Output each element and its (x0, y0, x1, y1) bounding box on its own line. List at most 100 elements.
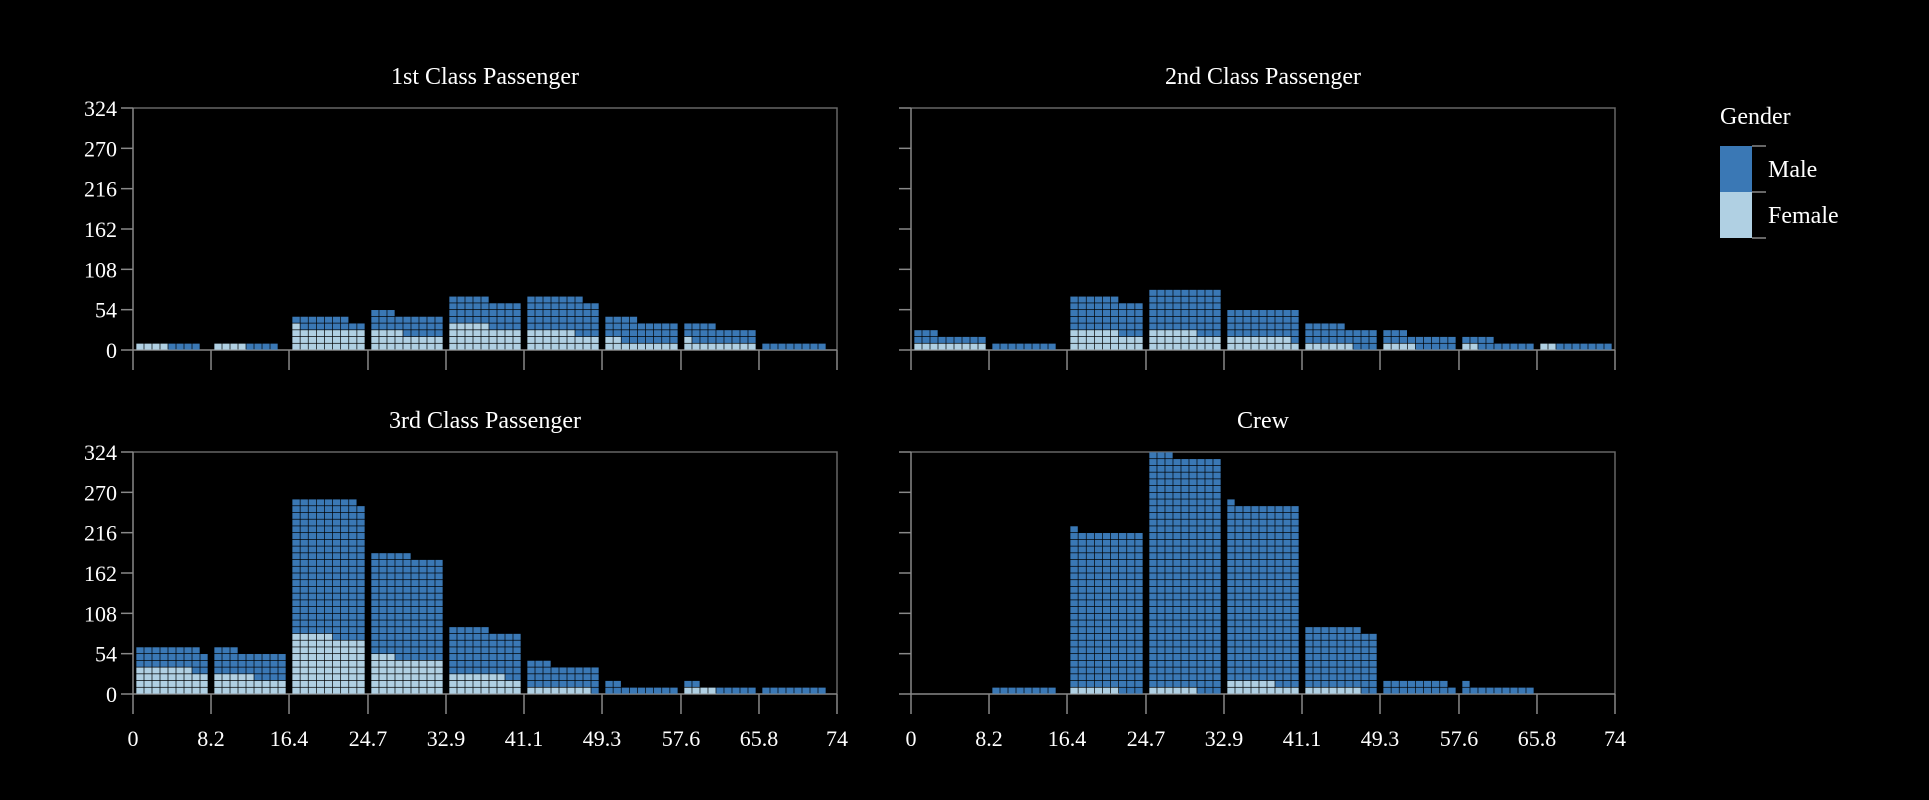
waffle-cell-male (489, 303, 497, 310)
waffle-cell-male (1119, 633, 1127, 640)
waffle-cell-male (954, 336, 962, 343)
waffle-cell-male (1173, 533, 1181, 540)
waffle-cell-male (1369, 667, 1377, 674)
waffle-cell-male (1267, 506, 1275, 513)
waffle-cell-male (457, 303, 465, 310)
waffle-cell-female (308, 667, 316, 674)
waffle-cell-male (1205, 526, 1213, 533)
waffle-cell-male (497, 654, 505, 661)
waffle-cell-male (1110, 600, 1119, 607)
waffle-cell-male (1102, 647, 1111, 654)
waffle-cell-male (449, 296, 457, 303)
waffle-cell-male (1157, 465, 1165, 472)
waffle-cell-male (670, 687, 678, 694)
waffle-cell-male (575, 667, 583, 674)
waffle-cell-male (1353, 660, 1361, 667)
waffle-cell-female (692, 343, 700, 350)
waffle-cell-male (575, 310, 583, 317)
waffle-cell-male (1127, 674, 1135, 681)
waffle-cell-male (1275, 316, 1283, 323)
x-tick-label: 41.1 (505, 726, 544, 751)
waffle-cell-male (316, 559, 325, 566)
waffle-cell-male (1337, 336, 1345, 343)
waffle-cell-male (1149, 667, 1157, 674)
waffle-cell-male (567, 296, 575, 303)
waffle-cell-male (613, 316, 621, 323)
waffle-cell-male (1102, 674, 1111, 681)
waffle-cell-female (200, 687, 208, 694)
waffle-cell-male (230, 647, 238, 654)
waffle-cell-female (930, 343, 938, 350)
waffle-bar (1462, 680, 1534, 694)
waffle-cell-female (332, 647, 341, 654)
legend-label-male: Male (1768, 157, 1817, 183)
waffle-bar (992, 687, 1056, 694)
waffle-cell-male (357, 539, 365, 546)
waffle-cell-male (357, 613, 365, 620)
waffle-cell-female (1094, 336, 1103, 343)
waffle-cell-male (144, 647, 152, 654)
waffle-cell-female (246, 674, 254, 681)
waffle-cell-male (1275, 533, 1283, 540)
waffle-cell-female (238, 680, 246, 687)
waffle-cell-female (1337, 687, 1345, 694)
waffle-cell-male (449, 303, 457, 310)
waffle-cell-male (1243, 519, 1251, 526)
waffle-cell-male (914, 336, 922, 343)
waffle-cell-male (371, 647, 379, 654)
waffle-cell-male (1048, 343, 1056, 350)
waffle-cell-male (1157, 553, 1165, 560)
waffle-cell-female (1283, 336, 1291, 343)
waffle-cell-male (1235, 310, 1243, 317)
waffle-cell-male (505, 667, 513, 674)
waffle-cell-male (1337, 323, 1345, 330)
waffle-cell-male (1119, 310, 1127, 317)
waffle-cell-male (1135, 546, 1143, 553)
waffle-cell-female (535, 330, 543, 337)
waffle-cell-male (1149, 316, 1157, 323)
waffle-cell-female (176, 680, 184, 687)
waffle-cell-male (1243, 633, 1251, 640)
waffle-cell-female (1329, 687, 1337, 694)
waffle-cell-female (551, 336, 559, 343)
waffle-cell-male (489, 667, 497, 674)
waffle-cell-male (637, 336, 646, 343)
waffle-cell-male (332, 512, 341, 519)
waffle-cell-male (1243, 667, 1251, 674)
waffle-cell-male (308, 600, 316, 607)
waffle-cell-female (176, 674, 184, 681)
y-tick-label: 216 (84, 177, 117, 202)
waffle-cell-male (1251, 526, 1259, 533)
waffle-cell-male (613, 330, 621, 337)
waffle-cell-male (411, 566, 419, 573)
x-tick-label: 16.4 (1048, 726, 1087, 751)
waffle-cell-male (1157, 627, 1165, 634)
waffle-bar (1305, 323, 1377, 350)
waffle-cell-male (1173, 459, 1181, 466)
waffle-cell-male (427, 647, 435, 654)
waffle-cell-male (1235, 526, 1243, 533)
y-tick-label: 324 (84, 96, 117, 121)
waffle-cell-male (435, 627, 443, 634)
waffle-cell-male (1251, 593, 1259, 600)
waffle-cell-male (1251, 316, 1259, 323)
waffle-cell-male (1110, 620, 1119, 627)
waffle-cell-male (1205, 593, 1213, 600)
waffle-cell-male (1157, 667, 1165, 674)
waffle-cell-male (1000, 687, 1008, 694)
waffle-cell-female (349, 640, 357, 647)
waffle-cell-male (1173, 660, 1181, 667)
waffle-cell-male (1213, 303, 1221, 310)
waffle-cell-male (1275, 519, 1283, 526)
waffle-cell-male (1197, 680, 1205, 687)
waffle-cell-male (1094, 600, 1103, 607)
waffle-cell-female (308, 336, 316, 343)
waffle-cell-male (349, 539, 357, 546)
waffle-cell-male (1518, 687, 1526, 694)
waffle-cell-male (1283, 680, 1291, 687)
waffle-cell-female (292, 660, 300, 667)
waffle-cell-male (403, 647, 411, 654)
waffle-cell-female (449, 336, 457, 343)
waffle-cell-female (403, 680, 411, 687)
